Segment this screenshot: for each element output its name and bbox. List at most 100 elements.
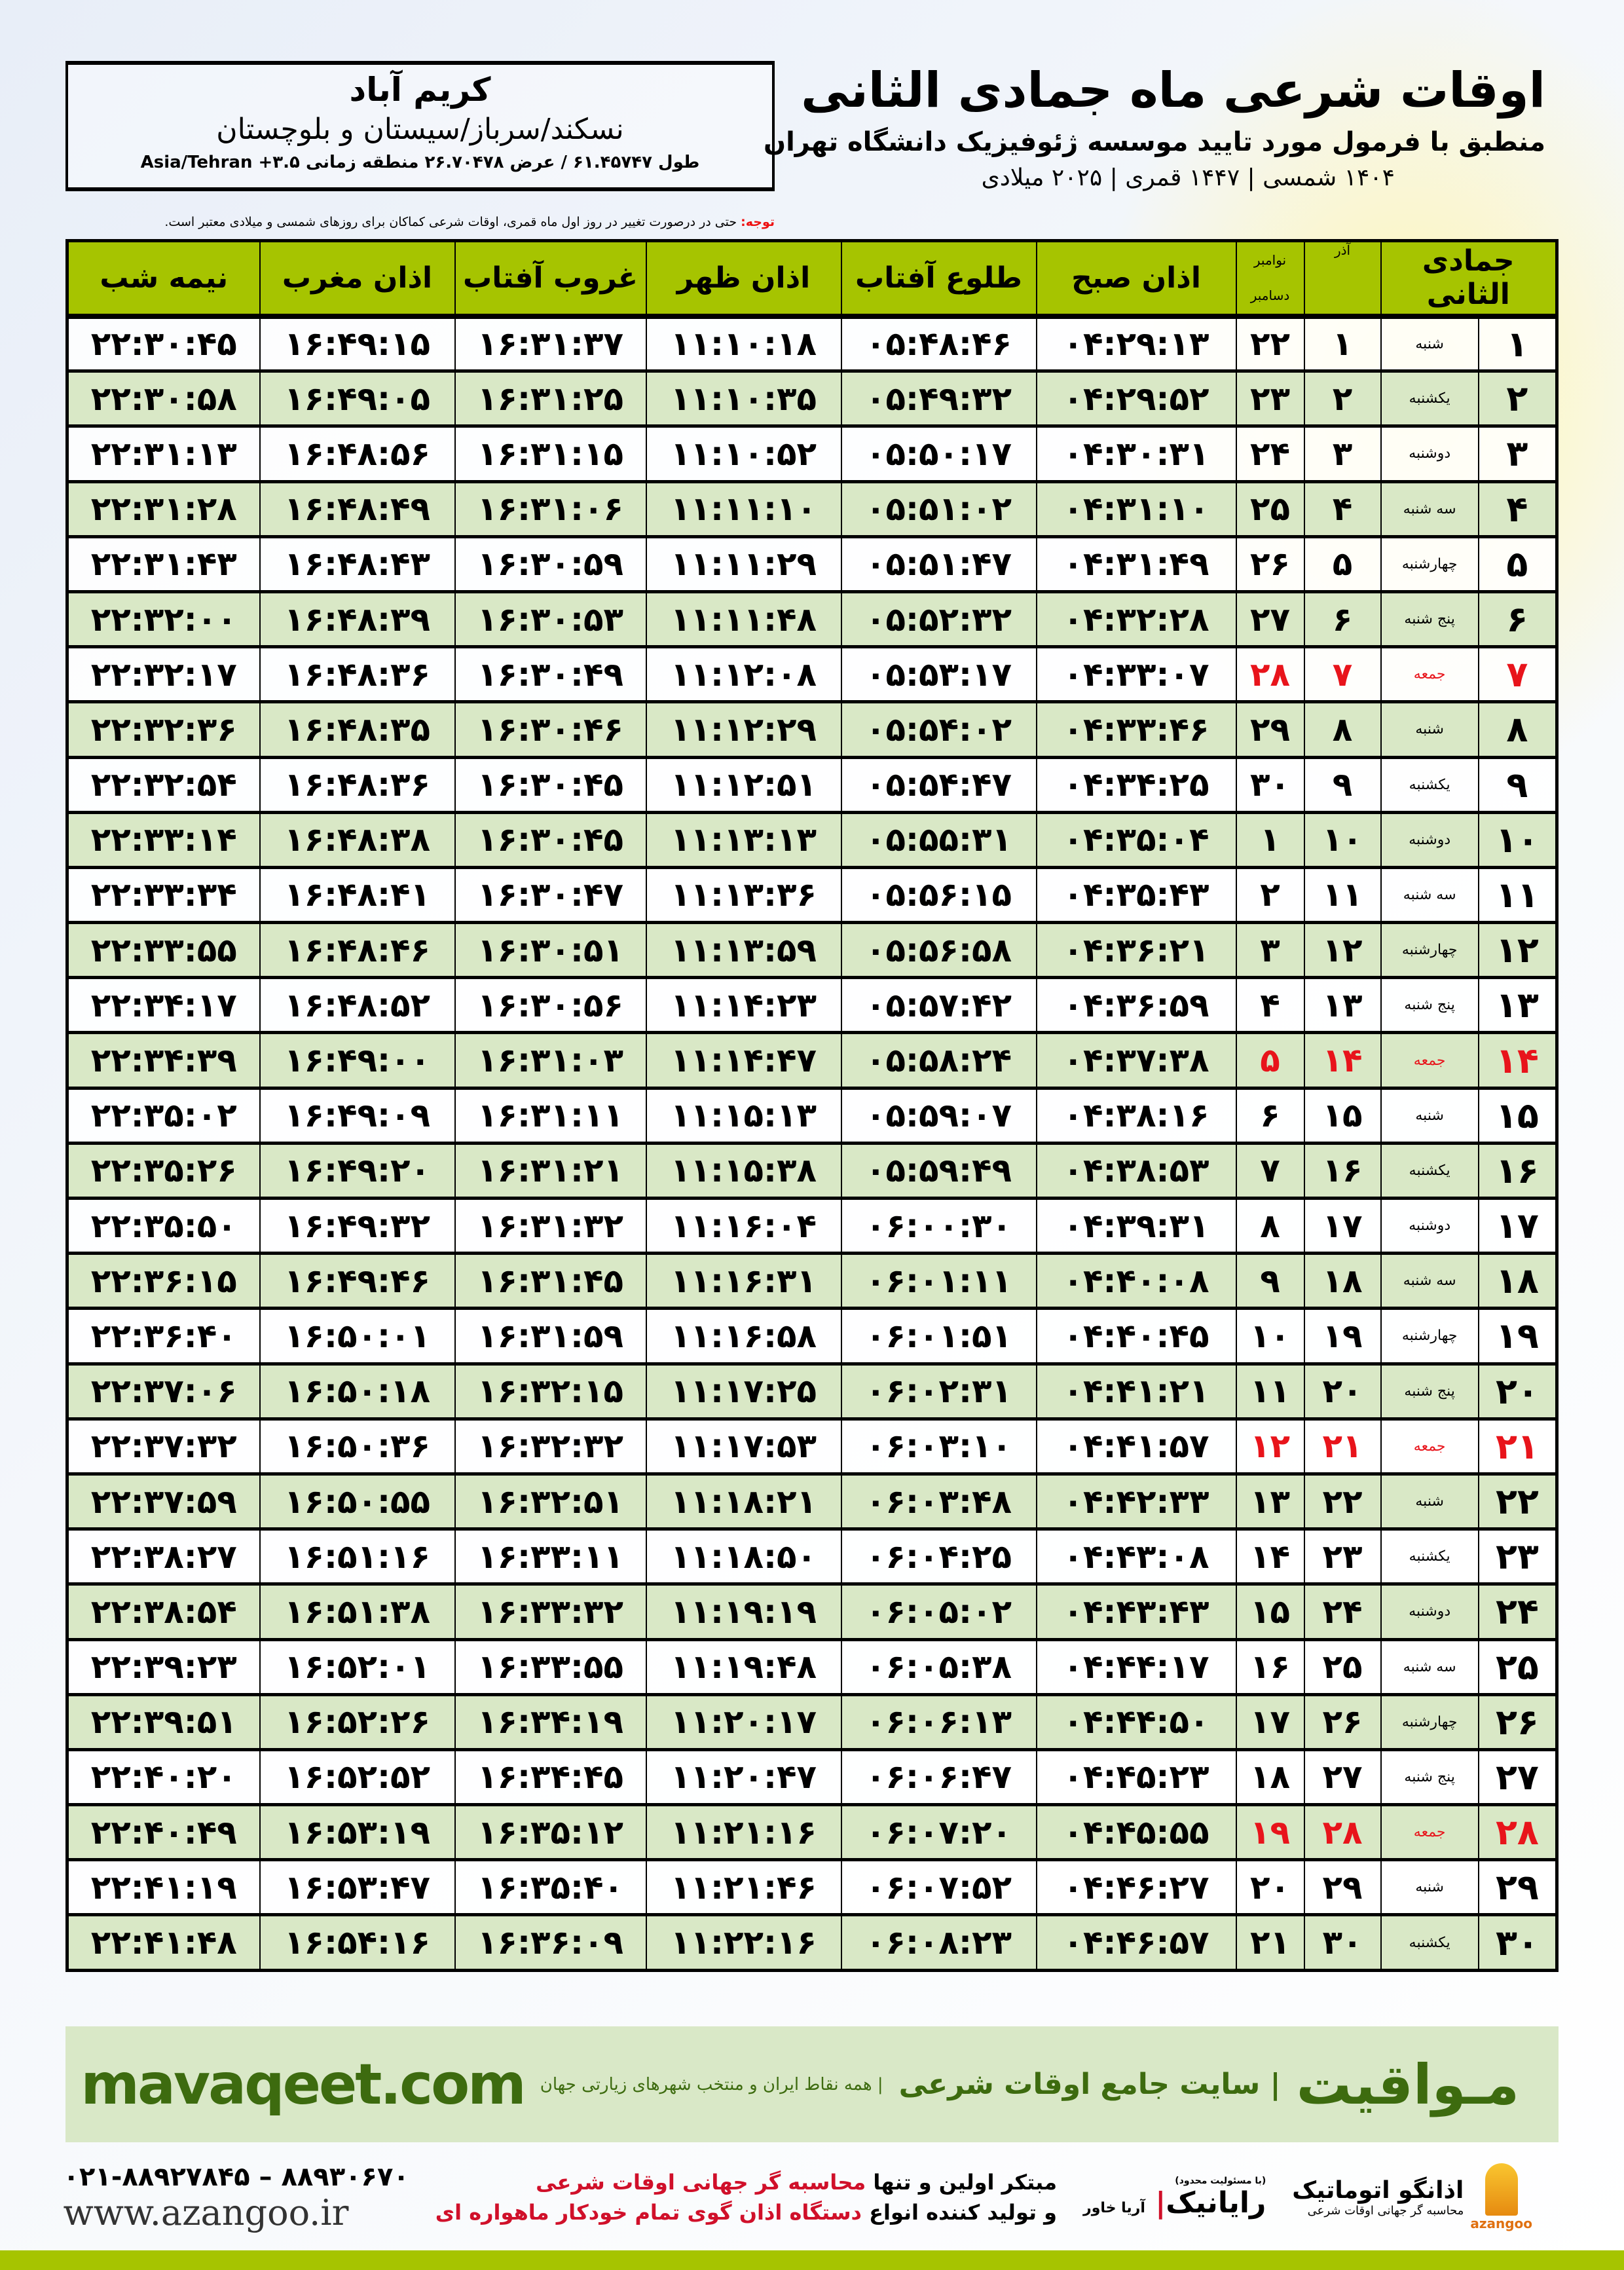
mavaqeet-logo: مـواقیت [1296, 2052, 1519, 2117]
cell-midnight: ۲۲:۳۲:۱۷ [66, 646, 260, 704]
cell-midnight: ۲۲:۳۷:۵۹ [66, 1474, 260, 1531]
cell-weekday: شنبه [1380, 1474, 1479, 1531]
mavaqeet-link[interactable]: mavaqeet.com [81, 2051, 526, 2117]
cell-midnight: ۲۲:۳۸:۵۴ [66, 1584, 260, 1641]
cell-fajr: ۰۴:۴۴:۱۷ [1035, 1639, 1236, 1696]
cell-weekday: چهارشنبه [1380, 536, 1479, 593]
cell-dhuhr: ۱۱:۱۷:۵۳ [645, 1419, 841, 1476]
notice: توجه: حتی در درصورت تغییر در روز اول ماه… [65, 215, 775, 229]
cell-midnight: ۲۲:۳۷:۳۲ [66, 1419, 260, 1476]
cell-sunset: ۱۶:۳۰:۴۶ [454, 701, 646, 759]
cell-dhuhr: ۱۱:۲۱:۱۶ [645, 1804, 841, 1862]
cell-maghrib: ۱۶:۵۰:۱۸ [259, 1364, 455, 1421]
cell-fajr: ۰۴:۴۰:۰۸ [1035, 1253, 1236, 1311]
cell-day-number: ۷ [1477, 646, 1557, 704]
cell-day-number: ۱ [1477, 316, 1557, 373]
promo-line2-b: دستگاه اذان گوی تمام خودکار ماهواره ای [435, 2200, 862, 2225]
cell-dhuhr: ۱۱:۲۰:۴۷ [645, 1749, 841, 1807]
cell-sunset: ۱۶:۳۱:۱۱ [454, 1088, 646, 1145]
table-row: ۱۱ سه شنبه ۱۱ ۲ ۰۴:۳۵:۴۳ ۰۵:۵۶:۱۵ ۱۱:۱۳:۳۶ ۱۶:۳… [66, 867, 1557, 925]
cell-gregorian-day: ۳ [1235, 922, 1304, 980]
cell-maghrib: ۱۶:۵۲:۵۲ [259, 1749, 455, 1807]
cell-sunrise: ۰۵:۵۶:۱۵ [840, 867, 1037, 925]
cell-fajr: ۰۴:۳۵:۰۴ [1035, 812, 1236, 869]
cell-gregorian-day: ۱ [1235, 812, 1304, 869]
cell-day-number: ۹ [1477, 757, 1557, 814]
cell-maghrib: ۱۶:۴۹:۰۵ [259, 371, 455, 428]
cell-fajr: ۰۴:۴۶:۲۷ [1035, 1859, 1236, 1917]
table-row: ۲۷ پنج شنبه ۲۷ ۱۸ ۰۴:۴۵:۲۳ ۰۶:۰۶:۴۷ ۱۱:۲۰:۴۷ ۱۶… [66, 1749, 1557, 1807]
cell-dhuhr: ۱۱:۱۲:۰۸ [645, 646, 841, 704]
cell-maghrib: ۱۶:۴۹:۳۲ [259, 1198, 455, 1256]
azangoo-mark: azangoo [1470, 2163, 1532, 2231]
rayanik-sub: آریا خاور [1083, 2199, 1145, 2216]
cell-fajr: ۰۴:۳۲:۲۸ [1035, 591, 1236, 649]
cell-fajr: ۰۴:۳۸:۱۶ [1035, 1088, 1236, 1145]
cell-fajr: ۰۴:۴۵:۵۵ [1035, 1804, 1236, 1862]
cell-weekday: دوشنبه [1380, 812, 1479, 869]
cell-azar-day: ۱۰ [1303, 812, 1381, 869]
table-row: ۱ شنبه ۱ ۲۲ ۰۴:۲۹:۱۳ ۰۵:۴۸:۴۶ ۱۱:۱۰:۱۸ ۱۶:۳۱:۳۷… [66, 316, 1557, 373]
cell-gregorian-day: ۳۰ [1235, 757, 1304, 814]
cell-day-number: ۲ [1477, 371, 1557, 428]
cell-sunset: ۱۶:۳۰:۵۹ [454, 536, 646, 593]
azangoo-name: اذانگو اتوماتیک [1292, 2177, 1464, 2204]
cell-maghrib: ۱۶:۵۳:۱۹ [259, 1804, 455, 1862]
page-title: اوقات شرعی ماه جمادی الثانی [801, 62, 1545, 119]
cell-weekday: سه شنبه [1380, 1639, 1479, 1696]
cell-sunset: ۱۶:۳۴:۴۵ [454, 1749, 646, 1807]
cell-maghrib: ۱۶:۵۴:۱۶ [259, 1914, 455, 1972]
cell-gregorian-day: ۲۹ [1235, 701, 1304, 759]
cell-gregorian-day: ۵ [1235, 1032, 1304, 1090]
banner-slogan: | سایت جامع اوقات شرعی [898, 2068, 1281, 2101]
cell-azar-day: ۲۸ [1303, 1804, 1381, 1862]
cell-azar-day: ۱۴ [1303, 1032, 1381, 1090]
cell-dhuhr: ۱۱:۱۳:۳۶ [645, 867, 841, 925]
cell-day-number: ۲۷ [1477, 1749, 1557, 1807]
cell-midnight: ۲۲:۳۳:۱۴ [66, 812, 260, 869]
cell-sunrise: ۰۶:۰۲:۳۱ [840, 1364, 1037, 1421]
cell-fajr: ۰۴:۳۳:۴۶ [1035, 701, 1236, 759]
cell-maghrib: ۱۶:۵۰:۵۵ [259, 1474, 455, 1531]
cell-weekday: دوشنبه [1380, 426, 1479, 483]
prayer-times-table: جمادی الثانی آذر نوامبر دسامبر اذان صبح ط… [65, 239, 1559, 1972]
cell-dhuhr: ۱۱:۱۴:۴۷ [645, 1032, 841, 1090]
cell-weekday: پنج شنبه [1380, 1364, 1479, 1421]
cell-azar-day: ۱۱ [1303, 867, 1381, 925]
cell-sunset: ۱۶:۳۱:۳۲ [454, 1198, 646, 1256]
table-row: ۷ جمعه ۷ ۲۸ ۰۴:۳۳:۰۷ ۰۵:۵۳:۱۷ ۱۱:۱۲:۰۸ ۱۶:۳۰:۴۹… [66, 646, 1557, 704]
cell-sunset: ۱۶:۳۴:۱۹ [454, 1694, 646, 1751]
azangoo-logo: azangoo اذانگو اتوماتیک محاسبه گر جهانی ا… [1292, 2163, 1532, 2231]
cell-sunrise: ۰۶:۰۱:۵۱ [840, 1308, 1037, 1366]
cell-fajr: ۰۴:۳۱:۴۹ [1035, 536, 1236, 593]
cell-azar-day: ۱۹ [1303, 1308, 1381, 1366]
cell-fajr: ۰۴:۳۱:۱۰ [1035, 481, 1236, 538]
cell-fajr: ۰۴:۴۵:۲۳ [1035, 1749, 1236, 1807]
cell-dhuhr: ۱۱:۱۰:۳۵ [645, 371, 841, 428]
cell-maghrib: ۱۶:۴۸:۵۲ [259, 977, 455, 1035]
cell-maghrib: ۱۶:۴۹:۴۶ [259, 1253, 455, 1311]
table-row: ۲۹ شنبه ۲۹ ۲۰ ۰۴:۴۶:۲۷ ۰۶:۰۷:۵۲ ۱۱:۲۱:۴۶ ۱۶:۳۵:… [66, 1859, 1557, 1917]
coordinates: طول ۶۱.۴۵۷۴۷ / عرض ۲۶.۷۰۴۷۸ منطقه زمانی … [140, 153, 700, 172]
cell-weekday: شنبه [1380, 701, 1479, 759]
table-row: ۲۵ سه شنبه ۲۵ ۱۶ ۰۴:۴۴:۱۷ ۰۶:۰۵:۳۸ ۱۱:۱۹:۴۸ ۱۶:… [66, 1639, 1557, 1696]
cell-dhuhr: ۱۱:۱۲:۲۹ [645, 701, 841, 759]
cell-gregorian-day: ۱۳ [1235, 1474, 1304, 1531]
cell-sunrise: ۰۶:۰۱:۱۱ [840, 1253, 1037, 1311]
cell-day-number: ۱۶ [1477, 1143, 1557, 1200]
table-header: جمادی الثانی آذر نوامبر دسامبر اذان صبح ط… [66, 240, 1557, 319]
cell-weekday: شنبه [1380, 1859, 1479, 1917]
cell-azar-day: ۱۳ [1303, 977, 1381, 1035]
cell-gregorian-day: ۲۷ [1235, 591, 1304, 649]
col-azar: آذر [1303, 240, 1381, 319]
azangoo-link[interactable]: www.azangoo.ir [63, 2191, 349, 2233]
cell-day-number: ۲۵ [1477, 1639, 1557, 1696]
cell-fajr: ۰۴:۴۴:۵۰ [1035, 1694, 1236, 1751]
cell-sunrise: ۰۵:۵۰:۱۷ [840, 426, 1037, 483]
cell-sunset: ۱۶:۳۰:۵۱ [454, 922, 646, 980]
cell-gregorian-day: ۲۳ [1235, 371, 1304, 428]
cell-gregorian-day: ۱۶ [1235, 1639, 1304, 1696]
cell-gregorian-day: ۲۶ [1235, 536, 1304, 593]
cell-sunset: ۱۶:۳۱:۱۵ [454, 426, 646, 483]
cell-day-number: ۲۰ [1477, 1364, 1557, 1421]
